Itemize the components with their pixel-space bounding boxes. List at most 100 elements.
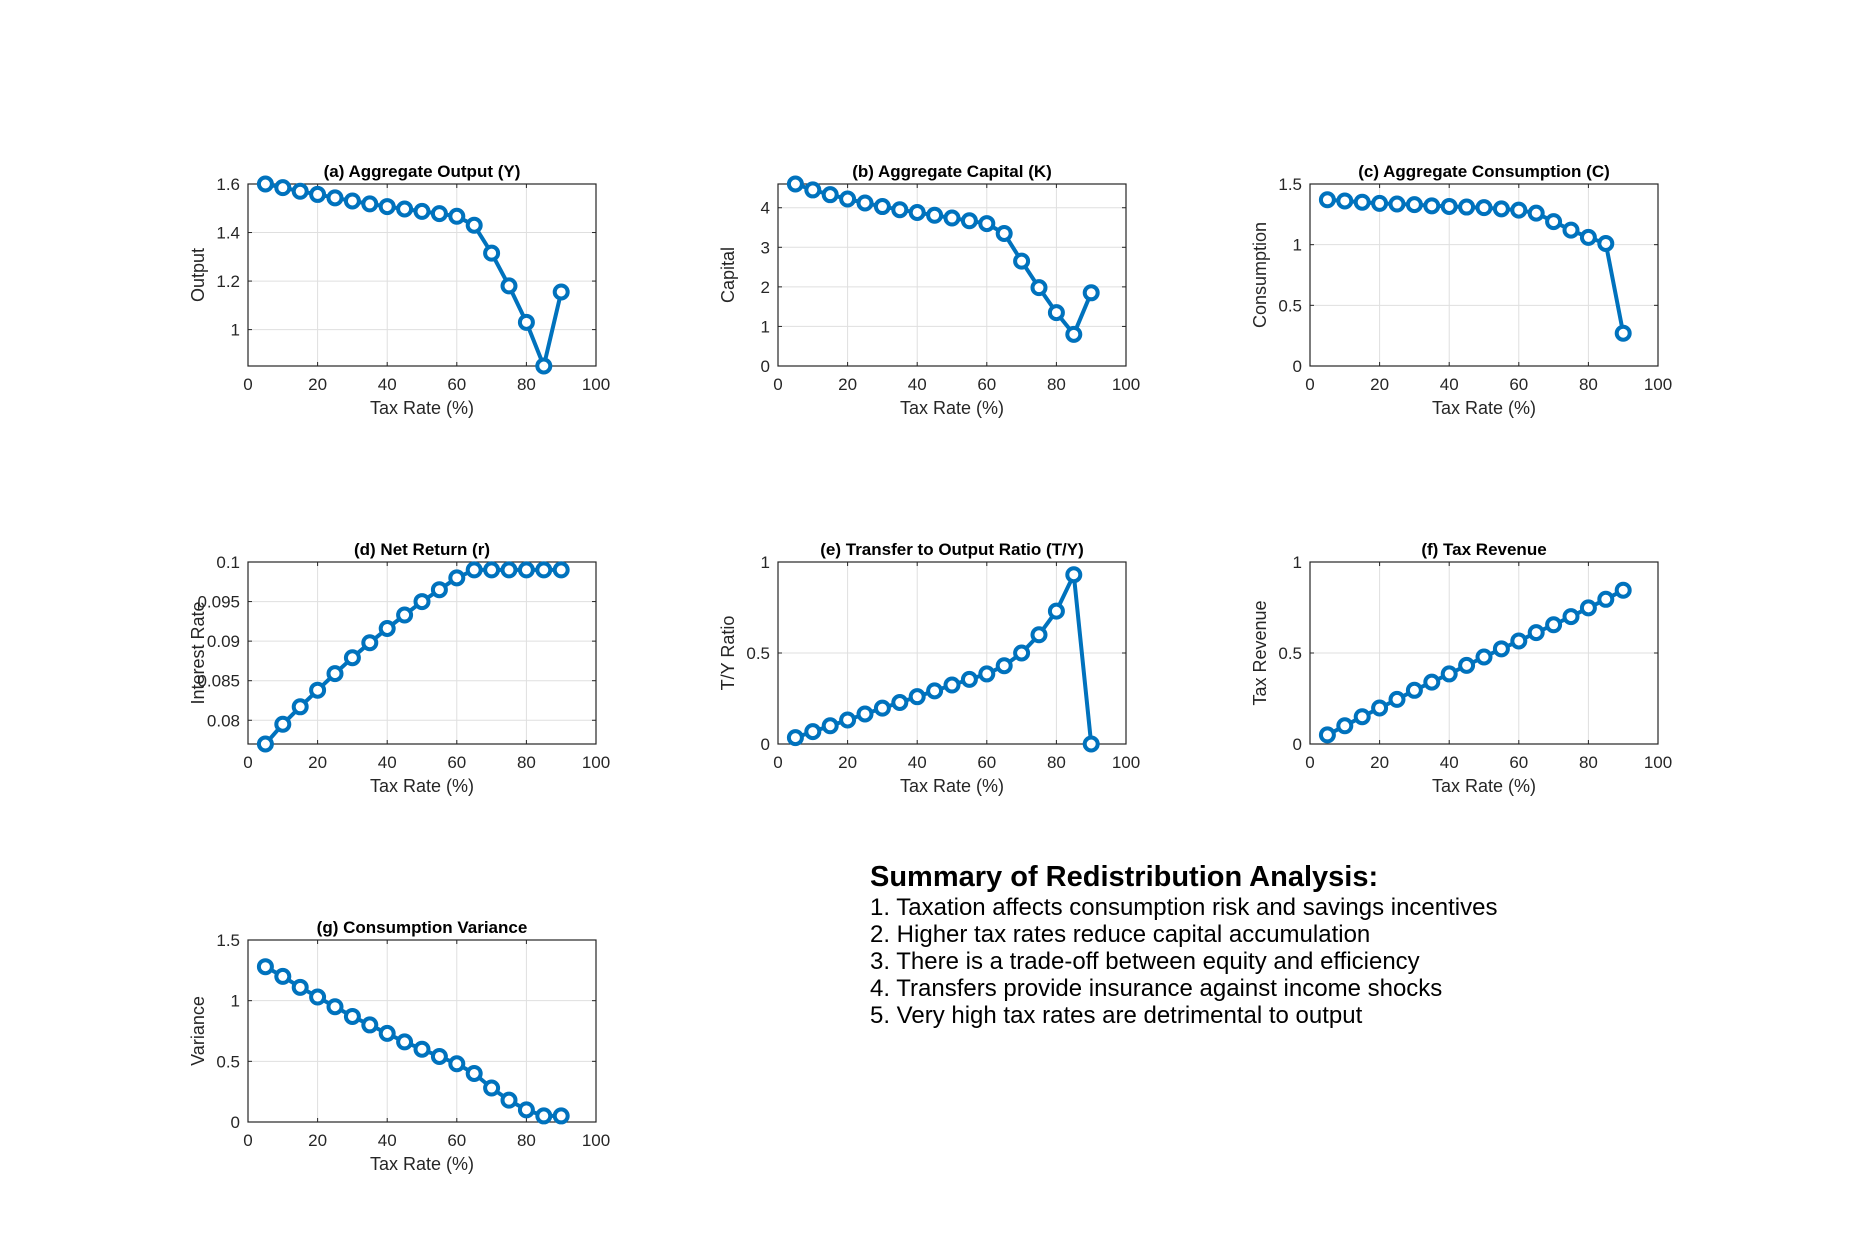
data-point <box>1405 681 1423 699</box>
data-point <box>326 665 344 683</box>
data-point <box>995 224 1013 242</box>
data-point <box>1318 191 1336 209</box>
data-point <box>396 200 414 218</box>
y-tick-label: 1.6 <box>216 175 240 194</box>
data-point <box>804 181 822 199</box>
x-axis-label: Tax Rate (%) <box>370 398 474 418</box>
data-point <box>995 657 1013 675</box>
x-tick-label: 100 <box>582 1131 610 1150</box>
y-tick-label: 1 <box>231 321 240 340</box>
data-point <box>1065 325 1083 343</box>
data-point <box>256 958 274 976</box>
summary-item: 2. Higher tax rates reduce capital accum… <box>870 921 1371 948</box>
x-tick-label: 60 <box>447 1131 466 1150</box>
x-tick-label: 0 <box>243 753 252 772</box>
x-axis-label: Tax Rate (%) <box>370 1154 474 1174</box>
x-tick-label: 100 <box>1644 753 1672 772</box>
data-point <box>413 593 431 611</box>
y-tick-label: 0 <box>1293 357 1302 376</box>
data-point <box>1510 632 1528 650</box>
data-point <box>343 649 361 667</box>
chart-title: (c) Aggregate Consumption (C) <box>1358 162 1610 181</box>
data-point <box>326 189 344 207</box>
chart-panel-c: 0 20 40 60 80 100 0 0.5 1 1.5 (c) Aggregate Consum… <box>1250 162 1672 418</box>
data-point <box>786 729 804 747</box>
data-point <box>500 1091 518 1109</box>
x-axis-label: Tax Rate (%) <box>370 776 474 796</box>
data-point <box>891 694 909 712</box>
x-axis-label: Tax Rate (%) <box>1432 398 1536 418</box>
data-point <box>1562 221 1580 239</box>
data-point <box>926 206 944 224</box>
x-tick-label: 80 <box>1579 375 1598 394</box>
x-tick-label: 80 <box>1047 375 1066 394</box>
data-point <box>1545 213 1563 231</box>
data-point <box>361 634 379 652</box>
data-point <box>309 681 327 699</box>
data-point <box>856 194 874 212</box>
data-point <box>1458 198 1476 216</box>
data-point <box>361 1016 379 1034</box>
data-point <box>378 198 396 216</box>
y-tick-label: 0 <box>761 357 770 376</box>
data-point <box>1405 196 1423 214</box>
data-point <box>326 998 344 1016</box>
y-tick-label: 0.1 <box>216 553 240 572</box>
y-axis-label: Consumption <box>1250 222 1270 328</box>
y-axis-label: Capital <box>718 247 738 303</box>
chart-title: (a) Aggregate Output (Y) <box>324 162 521 181</box>
data-point <box>552 283 570 301</box>
data-point <box>1082 284 1100 302</box>
x-axis-label: Tax Rate (%) <box>900 776 1004 796</box>
data-point <box>517 561 535 579</box>
x-tick-label: 60 <box>1509 753 1528 772</box>
y-tick-label: 0.5 <box>746 644 770 663</box>
y-tick-label: 0.085 <box>197 672 240 691</box>
summary-item: 1. Taxation affects consumption risk and… <box>870 894 1498 921</box>
data-point <box>378 619 396 637</box>
y-tick-label: 0.08 <box>207 711 240 730</box>
plot-frame <box>1309 183 1659 367</box>
y-tick-label: 0.5 <box>1278 296 1302 315</box>
data-point <box>517 1101 535 1119</box>
data-point <box>256 735 274 753</box>
chart-title: (f) Tax Revenue <box>1421 540 1546 559</box>
data-point <box>1353 708 1371 726</box>
x-tick-label: 60 <box>977 375 996 394</box>
y-tick-label: 1.4 <box>216 224 240 243</box>
data-point <box>1013 644 1031 662</box>
data-point <box>483 1079 501 1097</box>
data-point <box>1336 192 1354 210</box>
y-tick-label: 1.2 <box>216 272 240 291</box>
data-point <box>1579 228 1597 246</box>
x-tick-label: 40 <box>1440 753 1459 772</box>
y-axis-label: Interest Rate <box>188 601 208 704</box>
series-line <box>793 182 1094 337</box>
x-tick-label: 40 <box>1440 375 1459 394</box>
data-point <box>483 561 501 579</box>
data-point <box>343 192 361 210</box>
x-tick-label: 80 <box>517 753 536 772</box>
x-tick-label: 100 <box>1644 375 1672 394</box>
x-tick-label: 0 <box>243 1131 252 1150</box>
x-tick-label: 20 <box>308 375 327 394</box>
x-tick-label: 40 <box>378 1131 397 1150</box>
y-tick-label: 1 <box>1293 553 1302 572</box>
data-point <box>361 195 379 213</box>
data-point <box>943 676 961 694</box>
data-point <box>960 670 978 688</box>
data-point <box>1614 324 1632 342</box>
data-point <box>1371 194 1389 212</box>
x-tick-label: 60 <box>977 753 996 772</box>
y-tick-label: 4 <box>761 199 770 218</box>
chart-panel-a: 0 20 40 60 80 100 1 1.2 1.4 1.6 (a) Aggregate Outp… <box>188 162 610 418</box>
chart-panel-b: 0 20 40 60 80 100 0 1 2 3 4 (b) Aggregate Capital (… <box>718 162 1140 418</box>
series-line <box>1325 197 1626 336</box>
y-tick-label: 1 <box>231 992 240 1011</box>
data-point <box>309 185 327 203</box>
data-point <box>1492 640 1510 658</box>
data-point <box>1388 690 1406 708</box>
data-point <box>396 1033 414 1051</box>
data-point <box>873 198 891 216</box>
